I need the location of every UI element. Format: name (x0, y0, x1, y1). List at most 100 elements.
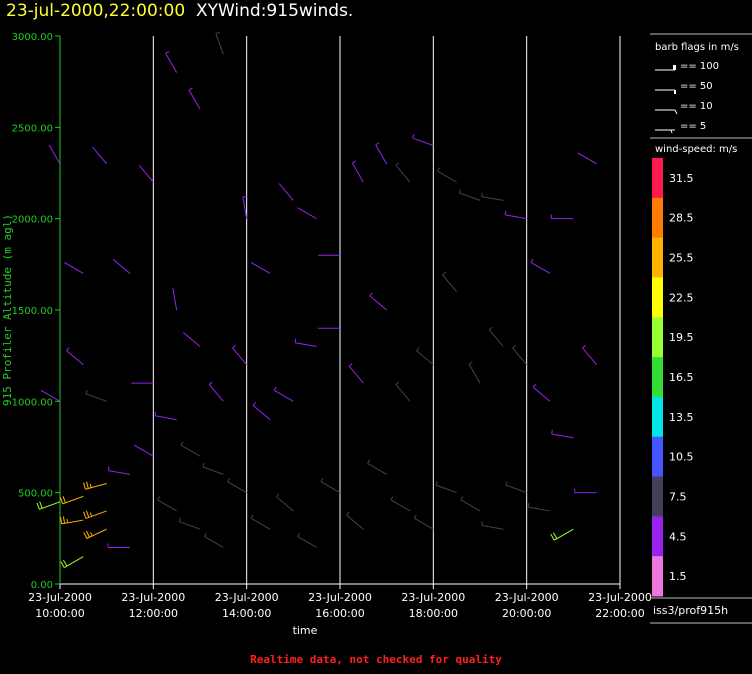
chart-title: 23-jul-2000,22:00:00 XYWind:915winds. (6, 1, 353, 21)
barb-legend-flag (670, 129, 673, 134)
colorbar-title: wind-speed: m/s (655, 144, 737, 155)
barb-half-flag (208, 381, 213, 385)
wind-barb (178, 517, 201, 530)
barb-half-flag (527, 503, 530, 508)
wind-barb (297, 532, 317, 548)
barb-legend-label: == 10 (680, 101, 713, 112)
wind-barb (348, 363, 364, 384)
wind-barb (208, 381, 224, 402)
barb-half-flag (89, 512, 93, 517)
barb-half-flag (203, 532, 207, 537)
wind-barb (180, 441, 201, 457)
wind-barb (532, 383, 551, 402)
barb-shaft (252, 405, 271, 420)
wind-barb (468, 361, 481, 384)
wind-barb (530, 258, 551, 274)
barb-flag (62, 559, 68, 567)
wind-barb (582, 344, 598, 366)
barb-shaft (138, 164, 154, 183)
x-tick-time: 22:00:00 (595, 607, 644, 620)
barb-half-flag (252, 402, 257, 406)
wind-barb (412, 134, 434, 147)
barb-flag (62, 496, 66, 503)
wind-barb (375, 142, 388, 165)
colorbar-swatch (652, 516, 663, 557)
barb-shaft (108, 470, 131, 475)
wind-barb (242, 195, 248, 219)
barb-half-flag (481, 192, 483, 197)
wind-barb (369, 292, 387, 311)
wind-barb (442, 271, 458, 293)
wind-barb (504, 210, 527, 220)
wind-barb (92, 146, 108, 165)
barb-shaft (85, 393, 107, 402)
wind-barb (550, 214, 574, 220)
barb-legend-label: == 50 (680, 81, 713, 92)
wind-barb (83, 528, 107, 539)
barb-shaft (435, 484, 457, 494)
barb-flag (552, 532, 558, 539)
barb-shaft (39, 501, 61, 510)
colorbar-swatch (652, 277, 663, 318)
barb-legend-title: barb flags in m/s (655, 42, 739, 53)
y-axis-label: 915 Profiler Altitude (m agl) (1, 214, 14, 406)
colorbar-swatch (652, 556, 663, 597)
barb-shaft (242, 196, 248, 219)
wind-barb (165, 51, 178, 73)
wind-barb (107, 543, 130, 548)
barb-shaft (66, 350, 84, 366)
y-tick-label: 3000.00 (12, 32, 53, 43)
colorbar-swatch (652, 396, 663, 438)
barb-flag (550, 533, 555, 541)
wind-barb (273, 386, 294, 402)
barb-flag (85, 510, 90, 518)
barb-half-flag (481, 521, 483, 526)
wind-barb (346, 511, 364, 530)
wind-barb (435, 481, 457, 494)
barb-shaft (554, 528, 574, 541)
barb-legend-label: == 5 (680, 121, 706, 132)
barb-half-flag (154, 411, 157, 416)
barb-shaft (232, 347, 248, 366)
wind-barb (574, 488, 597, 494)
colorbar-label: 4.5 (669, 530, 687, 543)
colorbar-label: 19.5 (669, 331, 694, 344)
barb-shaft (351, 162, 364, 183)
title-timestamp: 23-jul-2000,22:00:00 (6, 1, 186, 21)
wind-barb (458, 188, 481, 201)
barb-shaft (85, 483, 107, 490)
wind-barb (59, 516, 84, 525)
barb-shaft (320, 481, 341, 494)
barb-half-flag (107, 466, 110, 471)
barb-shaft (188, 89, 201, 110)
wind-barb (250, 262, 271, 274)
barb-half-flag (551, 430, 553, 435)
barb-shaft (577, 152, 597, 165)
barb-half-flag (165, 51, 170, 54)
barb-shaft (459, 192, 481, 201)
barb-half-flag (582, 344, 586, 349)
wind-barb (437, 167, 457, 183)
barb-shaft (481, 524, 504, 530)
colorbar-swatch (652, 197, 663, 239)
x-tick-time: 12:00:00 (129, 607, 178, 620)
wind-barb (294, 338, 317, 348)
barb-half-flag (89, 483, 92, 488)
wind-barb (460, 496, 481, 512)
wind-barb (351, 160, 364, 183)
colorbar-swatch (652, 237, 663, 278)
wind-barb (202, 462, 224, 475)
colorbar-label: 31.5 (669, 172, 694, 185)
y-tick-label: 2000.00 (12, 215, 53, 226)
barb-shaft (504, 214, 527, 220)
barb-half-flag (66, 518, 69, 523)
wind-barb (250, 514, 271, 530)
wind-barb (413, 514, 434, 530)
y-tick-label: 500.00 (18, 489, 53, 500)
barb-flag (83, 511, 87, 519)
barb-shaft (551, 433, 574, 439)
barb-shaft (62, 495, 84, 505)
wind-barb (488, 326, 504, 347)
barb-half-flag (180, 441, 184, 446)
